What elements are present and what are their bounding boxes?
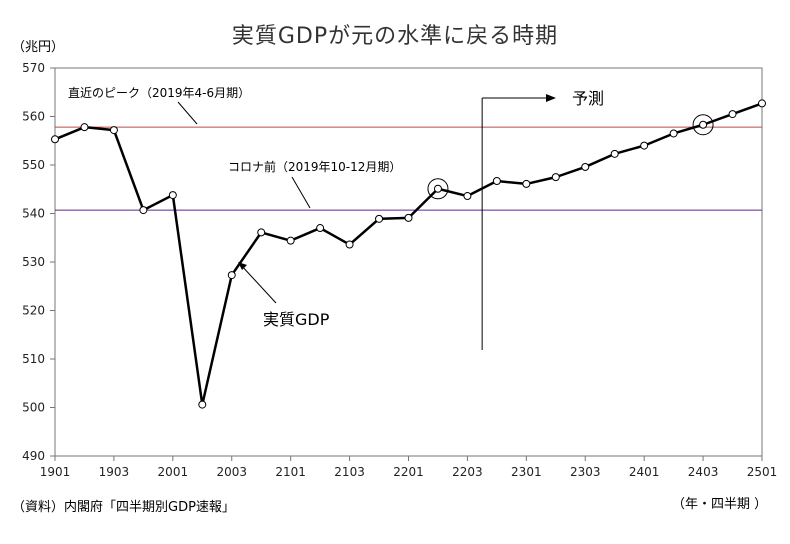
gdp-data-point xyxy=(109,126,118,135)
y-tick-label: 570 xyxy=(22,61,45,75)
x-tick-label: 2201 xyxy=(393,465,424,479)
x-tick-label: 2203 xyxy=(452,465,483,479)
gdp-series-line xyxy=(54,102,763,406)
gdp-data-point xyxy=(463,192,472,201)
series-label-arrow-shaft xyxy=(239,263,277,304)
source-note: （資料）内閣府「四半期別GDP速報」 xyxy=(12,500,235,515)
x-tick-label: 2303 xyxy=(570,465,601,479)
series-label: 実質GDP xyxy=(263,310,330,329)
x-tick-label: 2003 xyxy=(216,465,247,479)
x-tick-label: 2101 xyxy=(275,465,306,479)
precovid-reference-label: コロナ前（2019年10-12月期） xyxy=(228,159,401,174)
x-tick-label: 2403 xyxy=(688,465,719,479)
peak-reference-label: 直近のピーク（2019年4-6月期） xyxy=(68,86,250,100)
gdp-data-point xyxy=(375,214,384,223)
x-axis-unit-label: （年・四半期 ） xyxy=(672,497,768,512)
forecast-arrow-head xyxy=(546,94,556,102)
y-tick-label: 490 xyxy=(22,449,45,463)
gdp-data-point xyxy=(551,173,560,182)
gdp-data-point xyxy=(522,179,531,188)
x-tick-label: 2501 xyxy=(747,465,778,479)
y-axis-unit-label: （兆円） xyxy=(12,40,65,55)
gdp-data-point xyxy=(168,191,177,200)
peak-label-leader xyxy=(177,101,198,125)
gdp-data-point xyxy=(492,177,501,186)
x-tick-label: 2301 xyxy=(511,465,542,479)
x-tick-label: 1901 xyxy=(40,465,71,479)
gdp-data-point xyxy=(433,184,442,193)
gdp-data-point xyxy=(699,120,708,129)
gdp-data-point xyxy=(728,110,737,119)
x-tick-label: 2001 xyxy=(158,465,189,479)
gdp-data-point xyxy=(669,129,678,138)
gdp-data-point xyxy=(139,206,148,215)
gdp-data-point xyxy=(640,141,649,150)
gdp-data-point xyxy=(80,123,89,132)
gdp-data-point xyxy=(404,213,413,222)
y-tick-label: 540 xyxy=(22,207,45,221)
y-tick-label: 520 xyxy=(22,304,45,318)
gdp-data-point xyxy=(51,135,59,144)
forecast-label: 予測 xyxy=(572,89,604,108)
chart-title: 実質GDPが元の水準に戻る時期 xyxy=(231,24,559,49)
plot-area-frame xyxy=(54,67,763,457)
y-tick-label: 500 xyxy=(22,401,45,415)
x-tick-label: 2103 xyxy=(334,465,365,479)
gdp-data-point xyxy=(581,162,590,171)
gdp-data-point xyxy=(758,99,766,108)
y-tick-label: 530 xyxy=(22,255,45,269)
gdp-data-point xyxy=(227,271,236,280)
gdp-data-point xyxy=(257,228,266,237)
precovid-label-leader xyxy=(291,176,311,209)
gdp-data-point xyxy=(198,400,207,409)
gdp-data-point xyxy=(316,224,325,233)
highlight-ring xyxy=(692,114,714,136)
y-tick-label: 560 xyxy=(22,110,45,124)
x-tick-label: 2401 xyxy=(629,465,660,479)
gdp-data-point xyxy=(286,236,295,245)
y-tick-label: 550 xyxy=(22,158,45,172)
gdp-data-point xyxy=(345,240,354,249)
x-tick-label: 1903 xyxy=(99,465,130,479)
y-tick-label: 510 xyxy=(22,352,45,366)
gdp-data-point xyxy=(610,149,619,158)
highlight-ring xyxy=(427,178,449,200)
